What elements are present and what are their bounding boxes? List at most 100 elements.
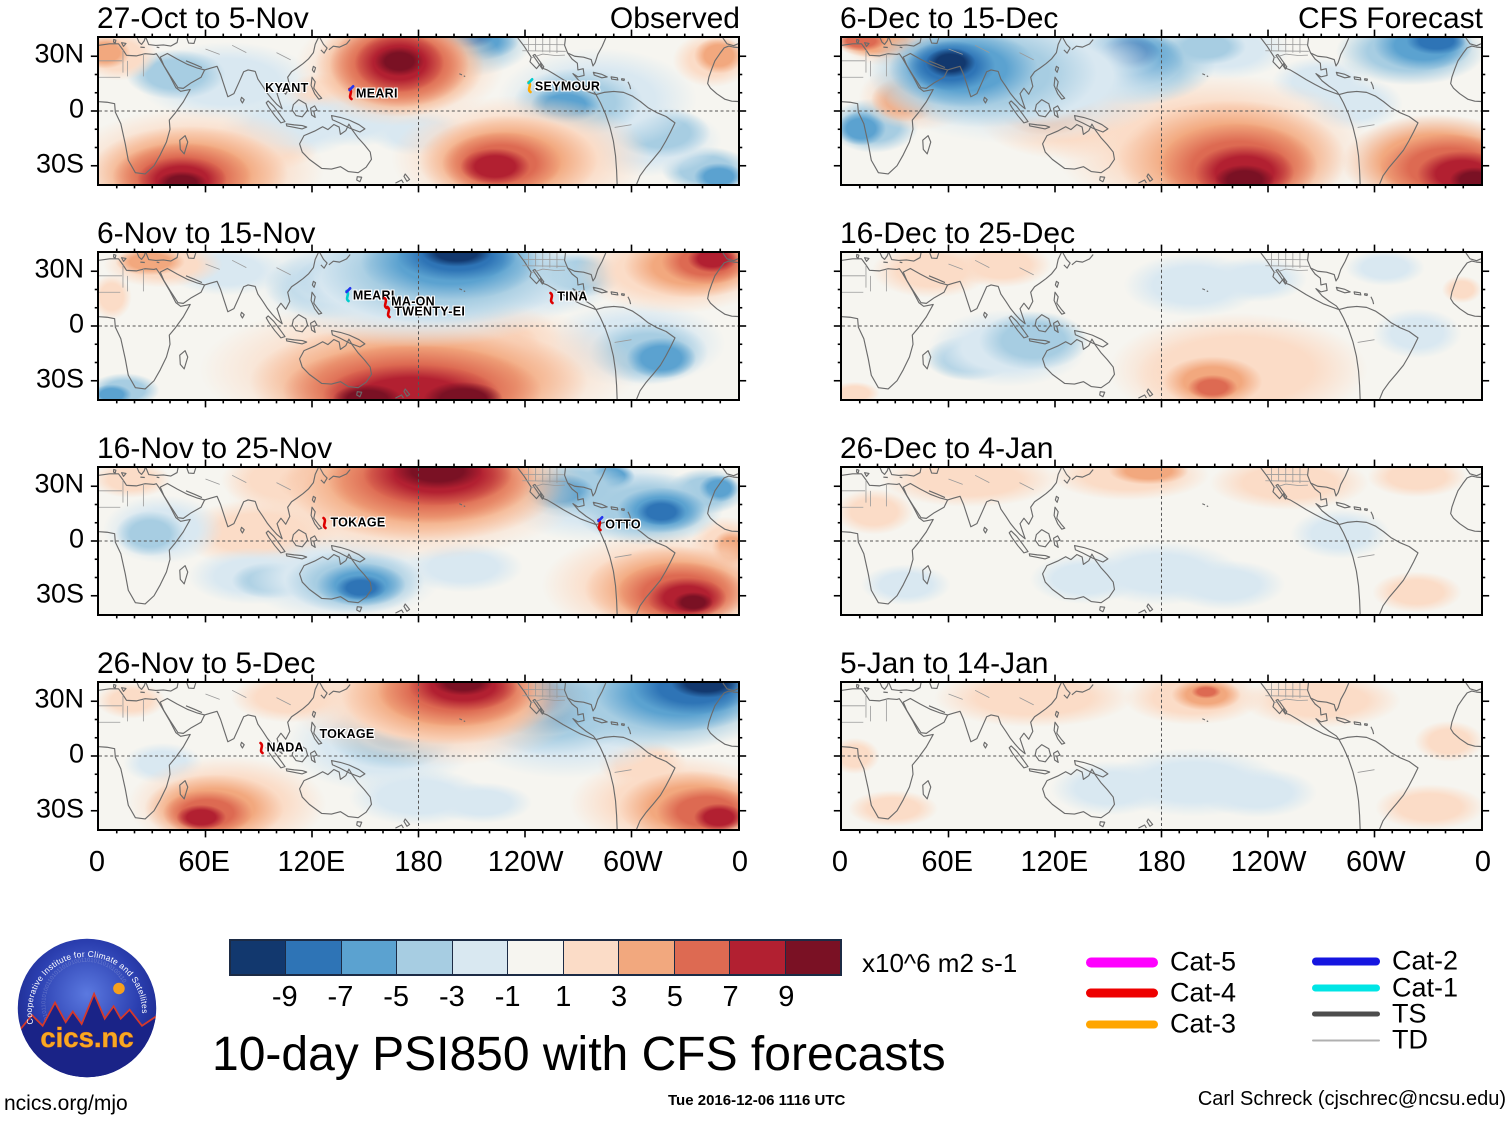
lon-axis-label: 0: [731, 846, 749, 878]
figure-title: 10-day PSI850 with CFS forecasts: [212, 1028, 946, 1081]
panel-title: 16-Nov to 25-Nov: [97, 432, 333, 465]
storm-label: OTTO: [605, 517, 641, 532]
lon-axis-label: 120W: [1230, 846, 1307, 878]
lon-axis-label: 60W: [603, 846, 663, 878]
legend-label: TD: [1392, 1024, 1428, 1055]
colorbar-segment: [730, 941, 786, 974]
legend-row-cat-3: Cat-3: [1086, 1008, 1237, 1039]
storm-label: SEYMOUR: [534, 79, 601, 94]
colorbar-segment: [397, 941, 453, 974]
lat-axis-label: 0: [68, 523, 84, 554]
legend-label: Cat-4: [1170, 977, 1237, 1008]
lat-axis-label: 30S: [35, 363, 84, 394]
colorbar-tick-label: -1: [494, 981, 521, 1013]
storm-marker-tina: TINA: [546, 289, 588, 305]
map-panel-26-nov-to-5-dec: 26-Nov to 5-Dec NADA TOKAGE: [97, 645, 740, 860]
lat-axis-label: 30N: [34, 253, 84, 284]
credit-text: Carl Schreck (cjschrec@ncsu.edu): [1197, 1088, 1506, 1110]
storm-track-path: [258, 741, 264, 755]
map-canvas: TOKAGE OTTO: [97, 466, 740, 616]
lon-axis-label: 0: [1474, 846, 1492, 878]
map-canvas: KYANT MEARI SEYMOUR: [97, 36, 740, 186]
map-overlay: [842, 38, 1481, 184]
map-overlay: [842, 683, 1481, 829]
lon-axis-label: 0: [88, 846, 106, 878]
colorbar-segment: [341, 941, 398, 974]
storm-marker-twenty-ei: TWENTY-EI: [383, 304, 465, 319]
storm-track-path: [527, 78, 534, 85]
colorbar-segment: [619, 941, 675, 974]
panel-header: 16-Nov to 25-Nov: [97, 430, 740, 464]
storm-track-icon: [549, 291, 555, 305]
panel-title: 27-Oct to 5-Nov: [97, 2, 309, 35]
lat-axis-label: 30S: [35, 148, 84, 179]
legend-line-cat-1: [1312, 984, 1380, 992]
lat-axis-label: 30S: [35, 578, 84, 609]
logo-wordmark: cics.nc: [40, 1022, 133, 1053]
panel-header: 6-Nov to 15-Nov: [97, 215, 740, 249]
colorbar-tick-label: -9: [271, 981, 298, 1013]
legend-label: Cat-1: [1392, 972, 1459, 1003]
panel-header: 27-Oct to 5-Nov Observed: [97, 0, 740, 34]
panel-title: 6-Nov to 15-Nov: [97, 217, 316, 250]
legend-line-td: [1312, 1039, 1380, 1041]
storm-track-icon: [527, 78, 534, 94]
storm-label: KYANT: [265, 80, 309, 95]
storm-track-path: [345, 287, 352, 294]
storm-marker-tokage: TOKAGE: [319, 727, 374, 741]
map-canvas: [840, 681, 1483, 831]
lat-axis-label: 30S: [35, 793, 84, 824]
panel-title: 6-Dec to 15-Dec: [840, 2, 1059, 35]
map-overlay: [842, 468, 1481, 614]
lat-axis-label: 30N: [34, 38, 84, 69]
colorbar-tick-label: 1: [555, 981, 572, 1013]
legend-row-ts: TS: [1312, 1000, 1427, 1028]
lat-axis-label: 0: [68, 308, 84, 339]
map-overlay: [842, 253, 1481, 399]
storm-marker-kyant: KYANT: [265, 81, 308, 95]
site-url: ncics.org/mjo: [4, 1092, 128, 1115]
legend-line-cat-5: [1086, 957, 1158, 967]
map-canvas: [840, 251, 1483, 401]
logo-sun-icon: [113, 982, 125, 995]
legend-row-cat-5: Cat-5: [1086, 948, 1236, 976]
map-overlay: [99, 468, 738, 614]
storm-label: TINA: [557, 289, 588, 304]
storm-track-path: [383, 296, 388, 310]
storm-marker-nada: NADA: [256, 740, 304, 755]
lon-axis-label: 60W: [1346, 846, 1406, 878]
legend-row-cat-2: Cat-2: [1312, 945, 1459, 976]
colorbar-tick-label: 7: [722, 981, 739, 1013]
storm-track-path: [549, 291, 555, 305]
panel-corner-label: CFS Forecast: [1297, 2, 1483, 35]
lon-axis-label: 120E: [1020, 846, 1089, 878]
storm-marker-ma-on: MA-ON: [380, 294, 435, 310]
lon-axis-label: 180: [1137, 846, 1186, 878]
storm-track-icon: [345, 287, 352, 303]
colorbar-segment: [286, 941, 342, 974]
panel-title: 26-Dec to 4-Jan: [840, 432, 1054, 465]
colorbar-segment: [452, 941, 509, 974]
observed-column: 27-Oct to 5-Nov Observed KYANT MEARI SEYMOUR…: [97, 0, 740, 860]
storm-track-icon: [322, 516, 328, 530]
storm-label: NADA: [266, 740, 304, 755]
legend-label: Cat-3: [1170, 1008, 1237, 1039]
colorbar-segment: [508, 941, 564, 974]
lat-axis-label: 30N: [34, 468, 84, 499]
panel-header: 26-Nov to 5-Dec: [97, 645, 740, 679]
storm-track-icon: [597, 516, 604, 532]
legend-line-cat-2: [1312, 957, 1380, 965]
timestamp: Tue 2016-12-06 1116 UTC: [668, 1092, 846, 1109]
storm-marker-otto: OTTO: [594, 516, 641, 532]
colorbar-unit-label: x10^6 m2 s-1: [862, 948, 1018, 978]
forecast-column: 6-Dec to 15-Dec CFS Forecast 16-Dec to 25-…: [840, 0, 1483, 860]
panel-title: 5-Jan to 14-Jan: [840, 647, 1049, 680]
storm-label: TOKAGE: [319, 727, 375, 742]
storm-track-icon: [383, 296, 388, 310]
storm-label: TOKAGE: [330, 515, 386, 530]
legend-line-ts: [1312, 1011, 1380, 1017]
legend-label: Cat-2: [1392, 945, 1459, 976]
colorbar-segment: [785, 941, 840, 974]
colorbar-segment: [674, 941, 731, 974]
